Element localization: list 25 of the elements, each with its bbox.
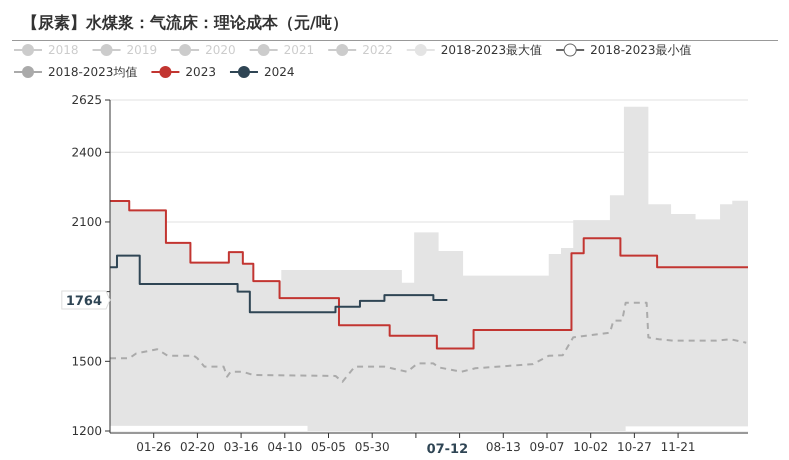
x-tick-label: 10-02	[573, 440, 608, 454]
y-tick-label: 2400	[71, 145, 102, 160]
y-tick-label: 1200	[71, 424, 102, 438]
x-tick-label: 09-07	[530, 440, 564, 454]
x-tick-label: 03-16	[224, 440, 259, 454]
x-tick-label: 05-30	[354, 440, 390, 454]
text: 07-12	[426, 442, 468, 457]
chart-title: 【尿素】水煤浆：气流床：理论成本（元/吨）	[22, 13, 348, 32]
legend-label: 2023	[185, 65, 216, 79]
y-tick-label: 2100	[71, 214, 102, 229]
text: 1764	[66, 294, 102, 309]
legend-label: 2018-2023最小值	[590, 43, 692, 57]
x-tick-label: 05-05	[311, 440, 346, 454]
x-tick-label: 04-10	[267, 440, 302, 454]
x-tick-label: 10-27	[616, 440, 652, 454]
legend-label: 2018-2023均值	[48, 65, 138, 79]
legend-label: 2018-2023最大值	[440, 43, 542, 57]
x-tick-label: 11-21	[660, 440, 696, 454]
y-tick-label: 1500	[71, 354, 102, 368]
line-series	[109, 302, 748, 383]
x-tick-label: 01-26	[136, 440, 172, 454]
x-tick-label: 02-20	[180, 440, 215, 454]
legend-label: 2024	[264, 65, 295, 79]
x-tick-label: 08-13	[486, 440, 521, 454]
y-tick-label: 2625	[71, 93, 102, 107]
